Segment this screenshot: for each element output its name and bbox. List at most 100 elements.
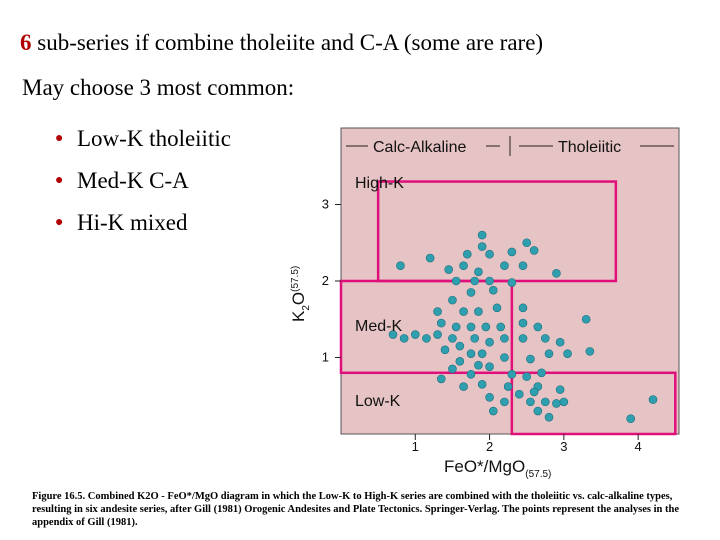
bullet-item: ● Hi-K mixed xyxy=(55,202,231,244)
x-tick-label: 4 xyxy=(635,439,642,454)
data-point xyxy=(388,330,398,339)
data-point xyxy=(500,397,509,407)
data-point xyxy=(466,349,476,358)
data-point xyxy=(477,349,487,358)
bullet-text: Med-K C-A xyxy=(77,168,189,193)
y-tick-label: 1 xyxy=(322,350,329,365)
y-axis-title: K2O(57.5) xyxy=(289,266,312,322)
slide-title: 6 sub-series if combine tholeiite and C-… xyxy=(20,30,543,56)
data-point xyxy=(455,357,465,366)
data-point xyxy=(648,395,658,404)
data-point xyxy=(507,247,517,257)
data-point xyxy=(459,261,468,271)
data-point xyxy=(433,330,442,339)
data-point xyxy=(448,364,457,374)
data-point xyxy=(529,246,539,255)
data-point xyxy=(544,349,554,358)
data-point xyxy=(533,322,543,332)
data-point xyxy=(533,406,543,416)
region-label-med-k: Med-K xyxy=(355,318,402,335)
data-point xyxy=(470,334,480,343)
figure-caption: Figure 16.5. Combined K2O - FeO*/MgO dia… xyxy=(32,491,680,528)
data-point xyxy=(518,334,528,343)
data-point xyxy=(514,389,524,399)
data-point xyxy=(425,253,435,263)
data-point xyxy=(500,353,509,362)
data-point xyxy=(529,387,539,397)
region-label-low-k: Low-K xyxy=(355,393,401,410)
data-point xyxy=(466,370,476,379)
data-point xyxy=(537,368,546,378)
data-point xyxy=(422,334,431,343)
data-point xyxy=(559,397,569,407)
data-point xyxy=(485,276,494,286)
y-tick-label: 3 xyxy=(322,197,329,212)
data-point xyxy=(522,238,532,248)
data-point xyxy=(526,354,535,364)
data-point xyxy=(540,397,550,407)
data-point xyxy=(563,349,572,358)
data-point xyxy=(444,265,454,274)
header-tholeiitic: Tholeiitic xyxy=(558,139,621,156)
bullet-dot-icon: ● xyxy=(55,131,64,146)
slide-subtitle: May choose 3 most common: xyxy=(22,75,295,100)
data-point xyxy=(477,242,487,251)
data-point xyxy=(399,334,409,343)
data-point xyxy=(518,318,528,328)
data-point xyxy=(552,269,561,278)
data-point xyxy=(448,334,457,343)
data-point xyxy=(474,307,483,316)
data-point xyxy=(552,399,561,408)
x-tick-label: 3 xyxy=(560,439,567,454)
data-point xyxy=(455,341,465,351)
data-point xyxy=(500,334,509,343)
data-point xyxy=(436,318,446,328)
region-box-low-k xyxy=(510,371,677,436)
data-point xyxy=(451,276,461,286)
data-point xyxy=(555,385,565,394)
data-point xyxy=(440,345,450,355)
bullet-dot-icon: ● xyxy=(55,215,64,230)
data-point xyxy=(477,379,487,389)
data-point xyxy=(488,285,498,295)
data-point xyxy=(451,322,461,332)
bullet-text: Hi-K mixed xyxy=(77,210,188,235)
data-point xyxy=(459,307,468,316)
data-point xyxy=(518,261,528,271)
bullet-item: ● Low-K tholeiitic xyxy=(55,118,231,160)
data-point xyxy=(626,414,636,424)
data-point xyxy=(485,362,494,371)
bullet-list: ● Low-K tholeiitic ● Med-K C-A ● Hi-K mixed xyxy=(55,118,231,244)
data-point xyxy=(436,374,446,384)
data-point xyxy=(500,261,509,271)
data-point xyxy=(448,295,457,305)
data-point xyxy=(477,230,487,240)
header-calc-alkaline: Calc-Alkaline xyxy=(373,139,466,156)
x-axis-title: FeO*/MgO(57.5) xyxy=(444,457,551,480)
data-point xyxy=(581,314,591,324)
y-tick-label: 2 xyxy=(322,273,329,288)
data-point xyxy=(503,382,513,391)
x-tick-label: 1 xyxy=(412,439,419,454)
data-point xyxy=(496,322,506,332)
bullet-dot-icon: ● xyxy=(55,173,64,188)
data-point xyxy=(459,382,468,391)
data-point xyxy=(507,278,517,287)
data-point xyxy=(462,249,472,259)
data-point xyxy=(540,334,550,343)
data-point xyxy=(474,267,483,277)
data-point xyxy=(488,406,498,416)
title-number: 6 xyxy=(20,30,32,55)
data-point xyxy=(433,307,442,316)
data-point xyxy=(526,397,535,407)
data-point xyxy=(396,261,405,271)
data-point xyxy=(466,288,476,297)
data-point xyxy=(485,249,494,259)
data-point xyxy=(481,322,491,332)
region-box-med-k xyxy=(339,279,514,375)
bullet-item: ● Med-K C-A xyxy=(55,160,231,202)
data-point xyxy=(410,330,420,339)
data-point xyxy=(474,360,483,370)
data-point xyxy=(585,347,595,356)
